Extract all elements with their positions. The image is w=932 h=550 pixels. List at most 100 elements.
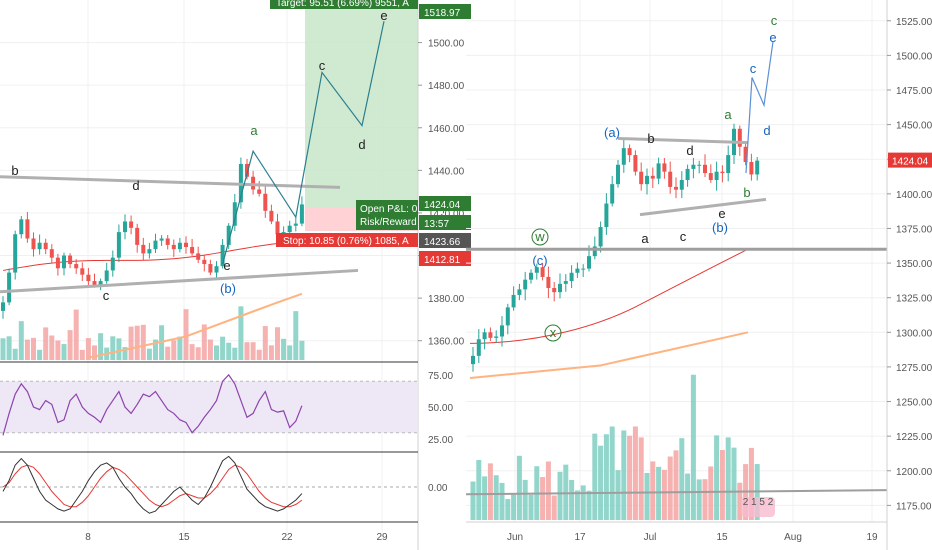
volume-bar	[482, 476, 488, 520]
candle-body	[226, 225, 231, 245]
volume-bar	[134, 325, 140, 360]
volume-bar	[528, 494, 534, 520]
volume-bar	[43, 327, 49, 360]
candle-body	[726, 155, 731, 174]
candle-body	[691, 164, 696, 169]
volume-bar	[719, 450, 725, 520]
candle-body	[129, 221, 134, 228]
volume-bar	[116, 338, 122, 360]
candle-body	[92, 281, 97, 286]
volume-bar	[250, 342, 256, 360]
candle-body	[494, 336, 499, 338]
volume-bar	[55, 340, 61, 360]
candle-body	[645, 175, 649, 185]
volume-bar	[650, 461, 656, 520]
volume-bar	[725, 437, 731, 520]
volume-bar	[293, 311, 299, 360]
volume-bar	[476, 459, 482, 520]
stop-label: Stop: 10.85 (0.76%) 1085, A	[283, 236, 409, 247]
volume-bar	[679, 438, 685, 520]
rsi-tick-label: 75.00	[428, 371, 453, 382]
candle-body	[656, 163, 661, 179]
volume-bar	[189, 344, 195, 360]
price-tag	[419, 215, 471, 230]
volume-bar	[569, 479, 575, 520]
price-tick-label: 1200.00	[896, 467, 932, 478]
candle-body	[627, 148, 632, 156]
candle-body	[703, 164, 707, 174]
candle-body	[471, 355, 475, 365]
price-tick-label: 1375.00	[896, 224, 932, 235]
volume-bar	[714, 435, 720, 520]
candle-body	[639, 171, 644, 185]
volume-bar	[287, 345, 293, 360]
price-tick-label: 1525.00	[896, 17, 932, 28]
volume-bar	[73, 309, 79, 360]
candle-body	[743, 146, 748, 162]
volume-bar	[201, 324, 207, 360]
volume-bar	[12, 348, 18, 360]
candle-body	[558, 283, 562, 293]
triangle-lower-trendline	[639, 197, 767, 217]
price-tag	[419, 196, 471, 211]
volume-bar	[238, 306, 244, 360]
volume-bar	[574, 490, 580, 520]
wave-label: (b)	[220, 281, 236, 296]
volume-bar	[708, 466, 714, 520]
target-label: Target: 95.51 (6.69%) 9551, A	[276, 0, 409, 9]
price-tick-label: 1300.00	[896, 328, 932, 339]
candle-body	[517, 289, 522, 295]
candle-body	[196, 253, 201, 260]
candle-body	[575, 268, 580, 273]
candle-body	[552, 288, 557, 293]
candle-body	[31, 238, 36, 250]
candle-body	[123, 221, 127, 233]
volume-bar	[656, 466, 662, 520]
triangle-upper-trendline	[617, 136, 749, 145]
volume-bar	[110, 336, 116, 360]
candle-body	[511, 294, 516, 308]
events-badge-label: 2 1 5 2	[743, 497, 774, 508]
candle-body	[141, 244, 146, 254]
candle-body	[263, 193, 268, 211]
wave-label: (c)	[532, 253, 547, 268]
candle-body	[482, 332, 487, 340]
wave-label: b	[11, 163, 18, 178]
volume-bar	[696, 479, 702, 520]
wave-label: d	[132, 178, 139, 193]
volume-bar	[171, 340, 177, 360]
volume-bar	[226, 342, 232, 360]
price-tick-label: 1420.00	[428, 209, 465, 220]
candle-body	[287, 225, 292, 233]
candle-body	[171, 244, 176, 250]
wave-label: d	[358, 137, 365, 152]
volume-bar	[299, 340, 305, 360]
price-tick-label: 1325.00	[896, 294, 932, 305]
volume-bar	[580, 485, 586, 520]
candle-body	[251, 176, 256, 190]
volume-bar	[592, 433, 598, 520]
candle-body	[569, 272, 574, 282]
volume-bar	[609, 426, 615, 520]
volume-bar	[615, 470, 621, 520]
candle-body	[714, 171, 719, 180]
target-zone	[305, 0, 418, 207]
candle-body	[563, 281, 568, 284]
volume-bar	[122, 347, 128, 360]
moving-average-line	[469, 331, 749, 379]
price-tick-label: 1400.00	[896, 190, 932, 201]
price-tick-label: 1275.00	[896, 363, 932, 374]
wave-label: c	[750, 61, 757, 76]
wave-label: a	[641, 231, 649, 246]
volume-bar	[281, 338, 287, 360]
candle-body	[74, 264, 79, 269]
volume-bar	[18, 321, 24, 360]
volume-bar	[177, 336, 183, 360]
oscillator-tick-label: 0.00	[428, 483, 448, 494]
candle-body	[257, 189, 262, 194]
volume-bar	[470, 481, 476, 520]
wave-projection-path	[745, 41, 774, 174]
candle-body	[214, 266, 219, 273]
volume-bar	[24, 339, 30, 360]
